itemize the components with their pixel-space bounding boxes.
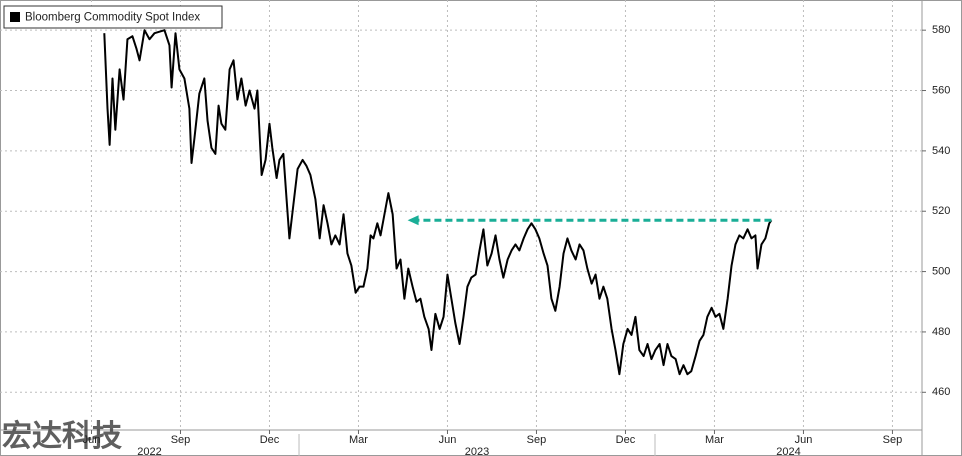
x-tick-label: Mar bbox=[349, 434, 368, 446]
legend-box bbox=[3, 5, 223, 29]
x-tick-label: Sep bbox=[527, 434, 547, 446]
year-label: 2022 bbox=[137, 446, 161, 456]
x-tick-label: Jun bbox=[83, 434, 101, 446]
y-tick-label: 560 bbox=[932, 84, 950, 96]
x-tick-label: Jun bbox=[795, 434, 813, 446]
plot-area bbox=[103, 29, 773, 376]
x-tick-label: Mar bbox=[705, 434, 724, 446]
year-label: 2023 bbox=[465, 446, 489, 456]
data-line bbox=[103, 29, 773, 376]
y-tick-label: 580 bbox=[932, 24, 950, 36]
y-tick-label: 520 bbox=[932, 205, 950, 217]
x-tick-label: Sep bbox=[171, 434, 191, 446]
x-tick-label: Dec bbox=[616, 434, 636, 446]
y-tick-label: 480 bbox=[932, 326, 950, 338]
watermark: 宏达科技 bbox=[2, 419, 122, 453]
x-tick-label: Dec bbox=[260, 434, 280, 446]
y-tick-label: 460 bbox=[932, 386, 950, 398]
x-tick-label: Sep bbox=[883, 434, 903, 446]
legend: Bloomberg Commodity Spot Index bbox=[3, 5, 223, 29]
annotation-arrowhead bbox=[407, 215, 419, 226]
y-tick-label: 540 bbox=[932, 145, 950, 157]
x-tick-label: Jun bbox=[439, 434, 457, 446]
legend-label: Bloomberg Commodity Spot Index bbox=[25, 12, 200, 24]
legend-swatch bbox=[10, 12, 20, 22]
y-tick-label: 500 bbox=[932, 265, 950, 277]
year-label: 2024 bbox=[776, 446, 800, 456]
